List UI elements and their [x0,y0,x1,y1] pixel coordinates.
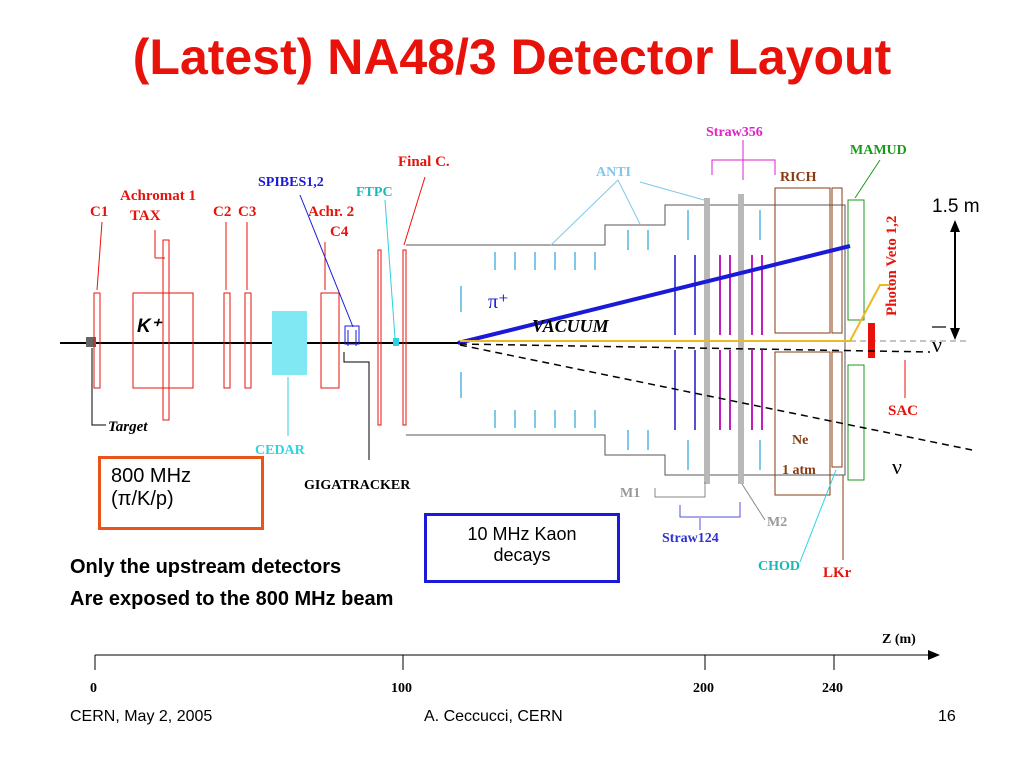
z-tick-0: 0 [90,681,97,696]
label-chod: CHOD [758,559,800,574]
label-spibes: SPIBES1,2 [258,175,324,190]
label-pi-plus: π⁺ [488,291,509,313]
z-tick-240: 240 [822,681,843,696]
footer-page-number: 16 [938,708,956,725]
label-m2: M2 [767,515,787,530]
footer-center: A. Ceccucci, CERN [424,708,563,725]
rich-detector [774,187,831,496]
label-lkr: LKr [823,565,852,581]
label-ne: Ne [792,433,808,448]
z-tick-100: 100 [391,681,412,696]
target [86,337,96,347]
label-c1: C1 [90,204,108,220]
mamud-detector [847,199,865,481]
beam-rate-line2: (π/K/p) [111,488,174,510]
photon-track [460,284,893,342]
label-straw356: Straw356 [706,125,763,140]
chod-lkr [831,187,843,468]
label-m1: M1 [620,486,640,501]
label-one-atm: 1 atm [782,463,816,478]
label-gigatracker: GIGATRACKER [304,478,411,493]
neutrino-track [459,344,973,451]
antineutrino-track [459,343,931,353]
z-axis-ticks [94,655,835,670]
label-nu-bar: ν [932,332,942,357]
label-tax: TAX [130,208,161,224]
label-k-plus: K⁺ [137,316,163,337]
anti-veto-rings [460,210,761,470]
label-achromat1: Achromat 1 [120,188,196,204]
pion-track [457,244,851,345]
label-ftpc: FTPC [356,185,393,200]
magnet-m2 [738,194,744,484]
label-c2: C2 [213,204,231,220]
beamline-elements [93,239,407,426]
kaon-decays-box: 10 MHz Kaon decays [424,513,620,583]
label-sac: SAC [888,403,918,419]
slide-title: (Latest) NA48/3 Detector Layout [132,29,892,85]
note-line1: Only the upstream detectors [70,556,342,578]
beam-rate-line1: 800 MHz [111,465,192,487]
sac-detector [868,323,875,358]
footer-left: CERN, May 2, 2005 [70,708,213,725]
note-line2: Are exposed to the 800 MHz beam [70,588,394,610]
label-vacuum: VACUUM [532,316,610,336]
cedar-detector [272,311,307,375]
decays-line2: decays [493,545,551,565]
label-achr2: Achr. 2 [308,204,354,220]
label-rich: RICH [780,170,817,185]
label-final-c: Final C. [398,154,450,170]
z-axis-label: Z (m) [882,632,916,647]
z-axis-arrow [928,650,940,660]
label-mamud: MAMUD [850,143,907,158]
beam-rate-box: 800 MHz (π/K/p) [98,456,264,530]
decays-line1: 10 MHz Kaon [467,524,577,544]
label-target: Target [108,419,148,435]
label-straw124: Straw124 [662,531,719,546]
scale-arrow-top [950,220,960,232]
label-scale: 1.5 m [932,196,980,217]
label-cedar: CEDAR [255,443,306,458]
straw-planes [674,255,763,430]
label-photon-veto: Photon Veto 1,2 [884,216,900,316]
z-tick-200: 200 [693,681,714,696]
label-c4: C4 [330,224,349,240]
scale-arrow-bottom [950,328,960,340]
label-anti: ANTI [596,165,631,180]
gigatracker-stations [344,325,399,346]
label-c3: C3 [238,204,256,220]
label-nu: ν [892,454,902,479]
label-pointers [91,140,956,563]
